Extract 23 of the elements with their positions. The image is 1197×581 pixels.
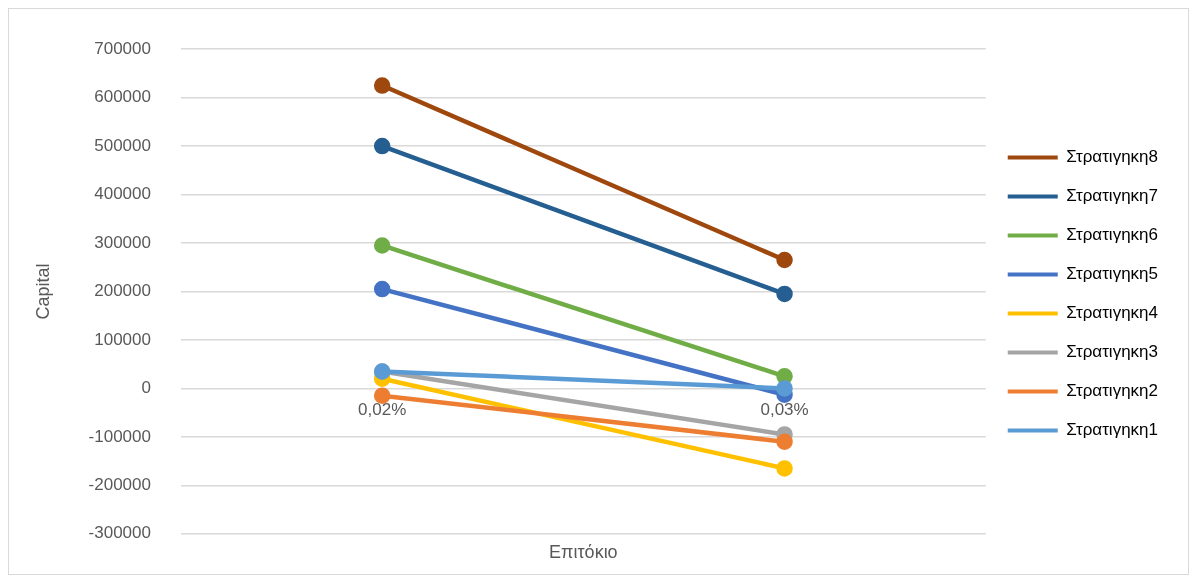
y-tick-label: 0	[141, 378, 151, 398]
legend-label: Στρατιγηκη8	[1066, 147, 1158, 167]
y-tick-label: 600000	[94, 87, 151, 107]
y-tick-label: 100000	[94, 329, 151, 349]
x-tick-label: 0,02%	[358, 400, 407, 420]
y-tick-label: 300000	[94, 232, 151, 252]
legend-label: Στρατιγηκη1	[1066, 420, 1158, 440]
legend-label: Στρατιγηκη7	[1066, 186, 1158, 206]
y-axis-title: Capital	[32, 263, 53, 320]
x-tick-label: 0,03%	[760, 400, 809, 420]
legend-label: Στρατιγηκη3	[1066, 342, 1158, 362]
y-tick-label: 700000	[94, 38, 151, 58]
y-tick-label: 200000	[94, 281, 151, 301]
y-tick-label: 500000	[94, 135, 151, 155]
legend-label: Στρατιγηκη2	[1066, 381, 1158, 401]
legend-label: Στρατιγηκη4	[1066, 303, 1158, 323]
y-tick-label: 400000	[94, 184, 151, 204]
legend-label: Στρατιγηκη5	[1066, 264, 1158, 284]
x-axis-title: Επιτόκιο	[549, 541, 618, 562]
y-tick-label: -100000	[88, 426, 151, 446]
y-tick-label: -200000	[88, 475, 151, 495]
y-tick-label: -300000	[88, 523, 151, 543]
legend-label: Στρατιγηκη6	[1066, 225, 1158, 245]
